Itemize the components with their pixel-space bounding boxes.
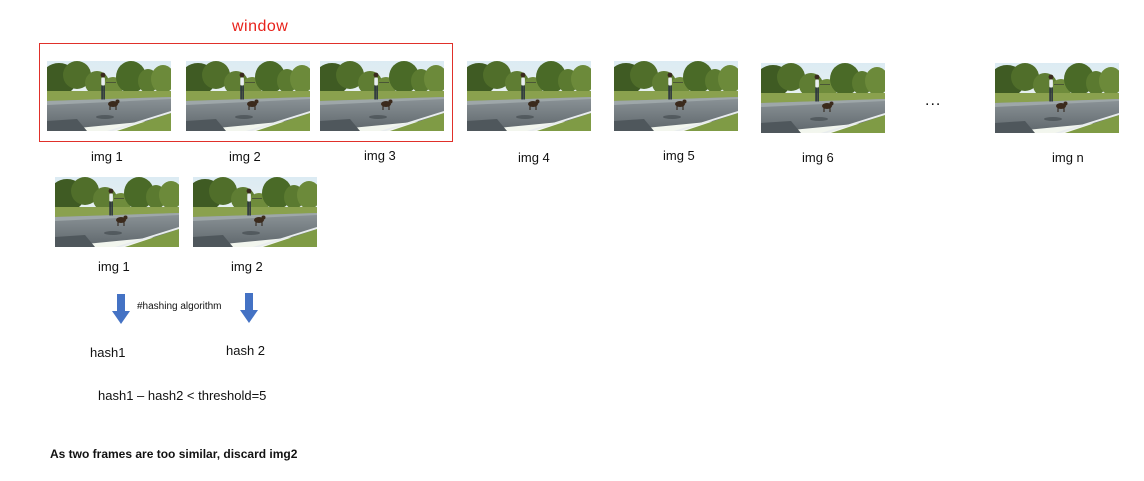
frame-image	[186, 61, 310, 131]
sliding-window-box	[39, 43, 453, 142]
compare-thumbnail-img-2	[193, 177, 317, 247]
frame-image	[995, 63, 1119, 133]
down-arrow-icon	[112, 294, 130, 324]
hash-2-label: hash 2	[226, 343, 266, 358]
frame-thumbnail-img-5	[614, 61, 738, 131]
frame-caption-img-1: img 1	[91, 149, 123, 164]
frame-caption-img-5: img 5	[663, 148, 695, 163]
frame-thumbnail-img-6	[761, 63, 885, 133]
down-arrow-icon	[240, 293, 258, 323]
hash-1-label: hash1	[90, 345, 126, 360]
frame-caption-img-n: img n	[1052, 150, 1084, 165]
frame-thumbnail-img-2	[186, 61, 310, 131]
frame-image	[47, 61, 171, 131]
compare-caption-img-2: img 2	[231, 259, 263, 274]
frame-caption-img-6: img 6	[802, 150, 834, 165]
compare-thumbnail-img-1	[55, 177, 179, 247]
frame-image	[614, 61, 738, 131]
frame-thumbnail-img-3	[320, 61, 444, 131]
threshold-formula: hash1 – hash2 < threshold=5	[98, 388, 267, 403]
frame-thumbnail-img-1	[47, 61, 171, 131]
more-frames-ellipsis: ...	[925, 92, 942, 109]
frame-image	[193, 177, 317, 247]
frame-caption-img-2: img 2	[229, 149, 261, 164]
discard-conclusion: As two frames are too similar, discard i…	[50, 447, 298, 461]
frame-image	[467, 61, 591, 131]
frame-caption-img-4: img 4	[518, 150, 550, 165]
frame-image	[320, 61, 444, 131]
frame-thumbnail-img-n	[995, 63, 1119, 133]
window-label: window	[232, 18, 289, 35]
frame-image	[761, 63, 885, 133]
hashing-algorithm-label: #hashing algorithm	[137, 301, 222, 312]
frame-thumbnail-img-4	[467, 61, 591, 131]
compare-caption-img-1: img 1	[98, 259, 130, 274]
frame-caption-img-3: img 3	[364, 148, 396, 163]
frame-image	[55, 177, 179, 247]
